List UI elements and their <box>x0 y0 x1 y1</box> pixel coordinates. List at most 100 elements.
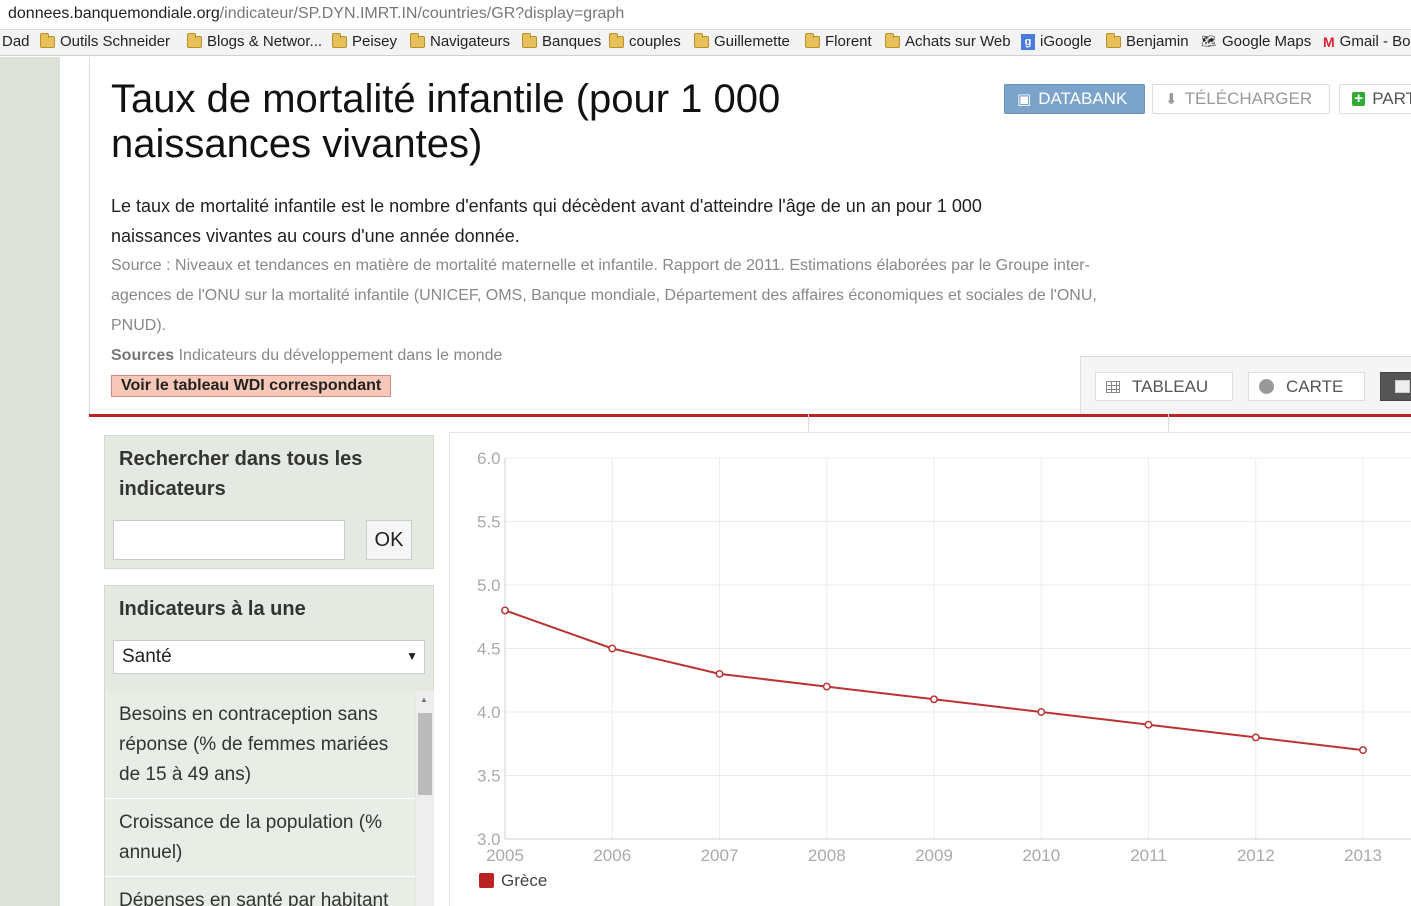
url-text[interactable]: donnees.banquemondiale.org/indicateur/SP… <box>8 5 625 22</box>
x-tick-label: 2007 <box>701 846 739 865</box>
data-point <box>1359 746 1367 755</box>
indicator-item[interactable]: Croissance de la population (% annuel) <box>105 799 415 877</box>
bookmark-item[interactable]: Florent <box>805 32 872 50</box>
image-icon: ▣ <box>1017 91 1032 108</box>
indicator-description: Le taux de mortalité infantile est le no… <box>111 196 982 246</box>
bookmark-item[interactable]: Achats sur Web <box>885 32 1011 50</box>
x-tick-label: 2009 <box>915 846 953 865</box>
bookmark-label: Achats sur Web <box>905 33 1011 50</box>
category-select[interactable]: Santé ▼ <box>113 640 425 674</box>
folder-icon <box>609 32 624 48</box>
indicator-item[interactable]: Besoins en contraception sans réponse (%… <box>105 691 415 799</box>
x-tick-label: 2011 <box>1130 846 1167 865</box>
data-point <box>715 669 724 678</box>
bookmark-label: Navigateurs <box>430 33 511 50</box>
bookmark-label: Google Maps <box>1222 33 1312 50</box>
data-point <box>501 606 509 615</box>
y-tick-label: 3.5 <box>477 767 501 786</box>
download-arrow-icon: ⬇ <box>1165 91 1178 108</box>
wdi-table-button[interactable]: Voir le tableau WDI correspondant <box>111 375 392 397</box>
x-tick-label: 2005 <box>486 846 524 865</box>
folder-icon <box>805 32 820 48</box>
x-tick-label: 2006 <box>593 846 631 865</box>
y-tick-label: 6.0 <box>477 449 501 468</box>
folder-icon <box>885 32 900 48</box>
bookmark-label: Peisey <box>352 33 398 50</box>
page-title: Taux de mortalité infantile (pour 1 000 … <box>111 77 781 166</box>
bookmark-item[interactable]: g iGoogle <box>1021 33 1092 50</box>
bookmark-item[interactable]: Blogs & Networ... <box>187 32 323 50</box>
tab-graph[interactable] <box>1380 372 1411 401</box>
search-ok-button[interactable]: OK <box>366 520 412 560</box>
bookmark-item[interactable]: Banques <box>522 32 602 50</box>
dropdown-arrow-icon: ▼ <box>406 649 418 663</box>
bookmark-label: Dad <box>2 33 30 50</box>
bookmark-label: Banques <box>542 33 602 50</box>
globe-icon <box>1259 379 1274 394</box>
download-button[interactable]: ⬇ TÉLÉCHARGER <box>1152 84 1330 114</box>
bookmark-item[interactable]: couples <box>609 32 681 50</box>
data-point <box>930 695 938 704</box>
bookmark-label: Guillemette <box>714 33 790 50</box>
search-heading: Rechercher dans tous les indicateurs <box>119 448 363 500</box>
table-icon <box>1106 380 1120 393</box>
folder-icon <box>1106 32 1121 48</box>
view-tabs: TABLEAU CARTE <box>1080 356 1411 414</box>
indicator-search-input[interactable] <box>113 520 345 560</box>
bookmark-label: iGoogle <box>1040 33 1092 50</box>
bookmark-label: Outils Schneider <box>60 33 171 50</box>
tab-tableau[interactable]: TABLEAU <box>1095 372 1233 401</box>
folder-icon <box>410 32 425 48</box>
chart-container <box>449 432 1411 906</box>
divider <box>808 414 809 432</box>
y-tick-label: 5.5 <box>477 513 501 532</box>
indicator-list-scrollbar[interactable]: ▲ <box>416 691 434 906</box>
chart-image-icon <box>1395 380 1410 393</box>
bookmark-item[interactable]: Guillemette <box>694 32 790 50</box>
featured-indicators-panel: Indicateurs à la une Santé ▼ Besoins en … <box>104 585 434 906</box>
bookmark-item[interactable]: Navigateurs <box>410 32 511 50</box>
databank-button[interactable]: ▣ DATABANK <box>1004 84 1145 114</box>
tab-carte[interactable]: CARTE <box>1248 372 1365 401</box>
bookmark-item[interactable]: Outils Schneider <box>40 32 171 50</box>
x-tick-label: 2013 <box>1344 846 1382 865</box>
y-tick-label: 3.0 <box>477 830 501 849</box>
indicator-source: Source : Niveaux et tendances en matière… <box>111 257 1097 334</box>
scroll-up-arrow-icon[interactable]: ▲ <box>420 695 428 704</box>
plus-icon: + <box>1352 91 1366 106</box>
folder-icon <box>187 32 202 48</box>
google-maps-icon: 🗺 <box>1201 33 1217 48</box>
indicator-sources: Sources Indicateurs du développement dan… <box>111 347 503 364</box>
bookmark-item[interactable]: Benjamin <box>1106 32 1189 50</box>
data-point <box>608 644 617 653</box>
bookmark-label: Gmail - Bo <box>1339 33 1411 50</box>
y-tick-label: 5.0 <box>477 576 501 595</box>
divider <box>1168 414 1169 432</box>
x-tick-label: 2008 <box>808 846 846 865</box>
bookmark-label: couples <box>629 33 681 50</box>
x-tick-label: 2010 <box>1022 846 1060 865</box>
bookmark-item[interactable]: Dad <box>2 33 30 50</box>
indicator-item[interactable]: Dépenses en santé par habitant <box>105 877 415 906</box>
gmail-icon: M <box>1323 33 1335 50</box>
folder-icon <box>40 32 55 48</box>
folder-icon <box>522 32 537 48</box>
google-icon: g <box>1021 33 1035 50</box>
bookmark-label: Blogs & Networ... <box>207 33 323 50</box>
bookmark-item[interactable]: M Gmail - Bo <box>1323 33 1411 50</box>
y-tick-label: 4.5 <box>477 640 501 659</box>
bookmarks-bar: Dad Outils Schneider Blogs & Networ... Peis… <box>0 30 1411 56</box>
address-bar[interactable]: donnees.banquemondiale.org/indicateur/SP… <box>0 0 1411 30</box>
bookmark-item[interactable]: 🗺 Google Maps <box>1201 33 1311 50</box>
search-panel: Rechercher dans tous les indicateurs OK <box>104 435 434 569</box>
legend-swatch <box>479 873 494 888</box>
share-button[interactable]: + PART <box>1339 84 1411 114</box>
data-point <box>1144 720 1153 729</box>
bookmark-item[interactable]: Peisey <box>332 32 398 50</box>
bookmark-label: Florent <box>825 33 872 50</box>
x-tick-label: 2012 <box>1237 846 1275 865</box>
scroll-thumb[interactable] <box>418 713 432 795</box>
indicator-list: Besoins en contraception sans réponse (%… <box>105 691 415 906</box>
left-gutter <box>0 57 60 906</box>
